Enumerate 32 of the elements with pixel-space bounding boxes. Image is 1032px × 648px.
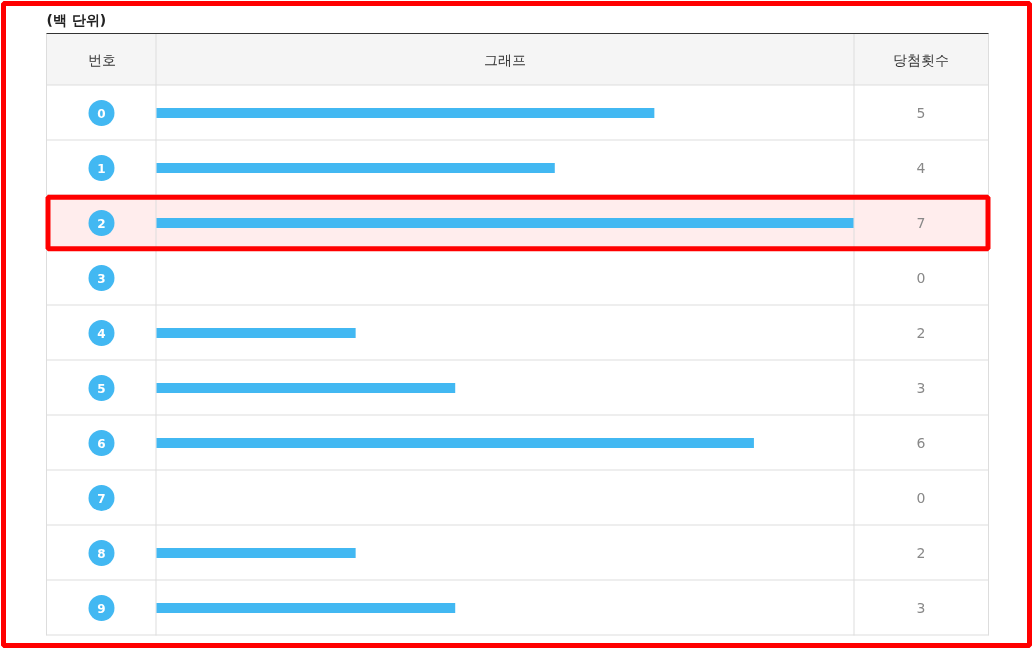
data-label: 2: [916, 325, 926, 341]
y-tick-label: 4: [97, 326, 106, 341]
data-label: 2: [916, 545, 926, 561]
bar: [156, 548, 356, 558]
y-tick-label: 9: [97, 601, 106, 616]
bar: [156, 603, 456, 613]
data-label: 0: [916, 270, 926, 286]
chart-title: (백 단위): [46, 11, 107, 28]
y-axis-title: 번호: [87, 51, 116, 68]
y-tick-label: 7: [97, 491, 106, 506]
bar: [156, 383, 456, 393]
data-label: 3: [916, 380, 926, 396]
bar: [156, 218, 854, 228]
y-tick-label: 5: [97, 381, 106, 396]
text: 당첨횟수: [893, 51, 949, 68]
data-label: 7: [916, 215, 926, 231]
bar: [156, 438, 754, 448]
y-tick-label: 3: [97, 271, 106, 286]
data-label: 5: [916, 105, 926, 121]
data-label: 3: [916, 600, 926, 616]
y-tick-label: 1: [97, 161, 106, 176]
bar: [156, 328, 356, 338]
y-tick-label: 8: [97, 546, 106, 561]
bar: [156, 163, 555, 173]
data-label: 4: [916, 160, 926, 176]
y-tick-label: 0: [97, 106, 106, 121]
x-axis-title: 그래프: [484, 51, 526, 68]
y-tick-label: 6: [97, 436, 106, 451]
bar: [156, 108, 655, 118]
data-label: 0: [916, 490, 926, 506]
y-tick-label: 2: [97, 216, 106, 231]
data-label: 6: [916, 435, 926, 451]
